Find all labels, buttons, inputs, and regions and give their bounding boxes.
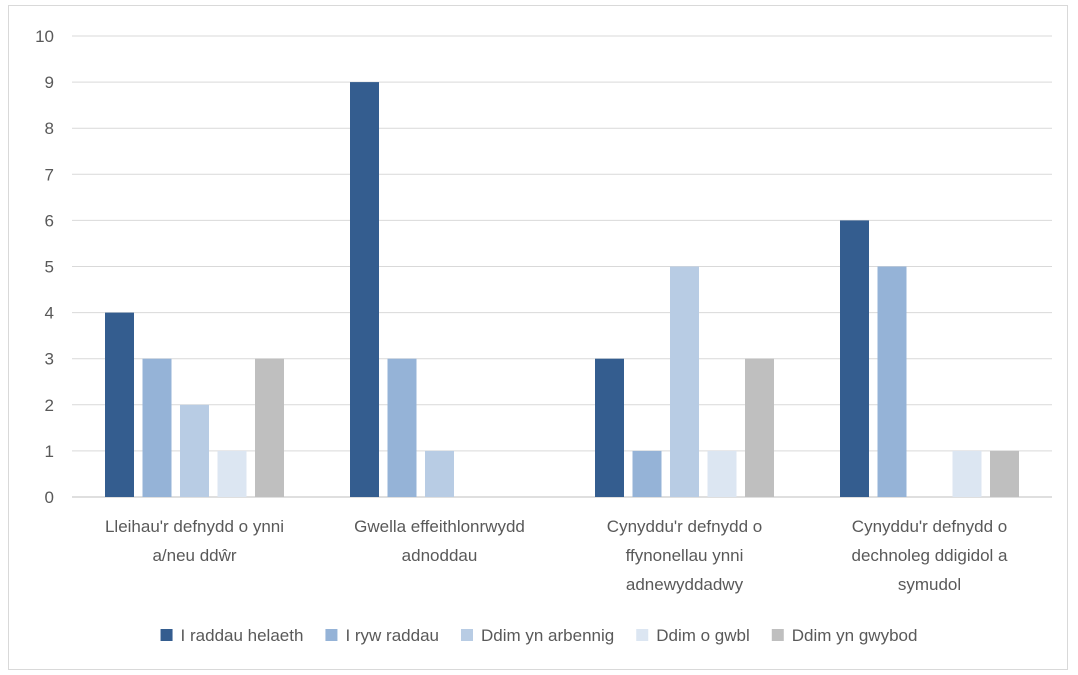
x-category-label: Gwella effeithlonrwydd bbox=[354, 517, 525, 536]
y-tick-label: 10 bbox=[35, 27, 54, 46]
legend-label: I ryw raddau bbox=[345, 626, 439, 645]
y-tick-label: 8 bbox=[45, 119, 54, 138]
x-category-label: Lleihau'r defnydd o ynni bbox=[105, 517, 284, 536]
bar bbox=[142, 358, 172, 497]
x-category-label: symudol bbox=[898, 575, 961, 594]
x-category-label: adnoddau bbox=[402, 546, 478, 565]
x-category-label: ffynonellau ynni bbox=[626, 546, 744, 565]
x-category-label: dechnoleg ddigidol a bbox=[852, 546, 1009, 565]
legend-swatch bbox=[460, 629, 473, 641]
bar bbox=[745, 358, 774, 497]
y-tick-label: 4 bbox=[45, 304, 54, 323]
y-tick-label: 3 bbox=[45, 350, 54, 369]
bar bbox=[255, 358, 284, 497]
x-category-label: Cynyddu'r defnydd o bbox=[852, 517, 1007, 536]
x-category-label: a/neu ddŵr bbox=[152, 546, 236, 565]
y-tick-label: 7 bbox=[45, 165, 54, 184]
x-category-label: adnewyddadwy bbox=[626, 575, 744, 594]
bar bbox=[387, 358, 417, 497]
y-tick-label: 5 bbox=[45, 258, 54, 277]
y-tick-label: 6 bbox=[45, 211, 54, 230]
bar bbox=[990, 450, 1019, 497]
bar bbox=[595, 358, 624, 497]
legend-swatch bbox=[771, 629, 784, 641]
bar bbox=[350, 82, 379, 497]
y-tick-label: 1 bbox=[45, 442, 54, 461]
bar bbox=[632, 450, 662, 497]
legend-swatch bbox=[325, 629, 338, 641]
bar bbox=[425, 450, 454, 497]
legend-swatch bbox=[636, 629, 649, 641]
legend-label: Ddim yn arbennig bbox=[481, 626, 614, 645]
legend-label: I raddau helaeth bbox=[181, 626, 304, 645]
bar bbox=[877, 266, 907, 497]
legend-label: Ddim o gwbl bbox=[656, 626, 750, 645]
y-tick-label: 2 bbox=[45, 396, 54, 415]
bar bbox=[707, 450, 737, 497]
bar bbox=[952, 450, 982, 497]
bar bbox=[180, 404, 209, 497]
bar bbox=[217, 450, 247, 497]
y-tick-label: 0 bbox=[45, 488, 54, 507]
bar bbox=[840, 220, 869, 497]
bar bbox=[670, 266, 699, 497]
legend-label: Ddim yn gwybod bbox=[792, 626, 918, 645]
x-category-label: Cynyddu'r defnydd o bbox=[607, 517, 762, 536]
y-tick-label: 9 bbox=[45, 73, 54, 92]
bar bbox=[105, 312, 134, 497]
legend-swatch bbox=[160, 629, 173, 641]
